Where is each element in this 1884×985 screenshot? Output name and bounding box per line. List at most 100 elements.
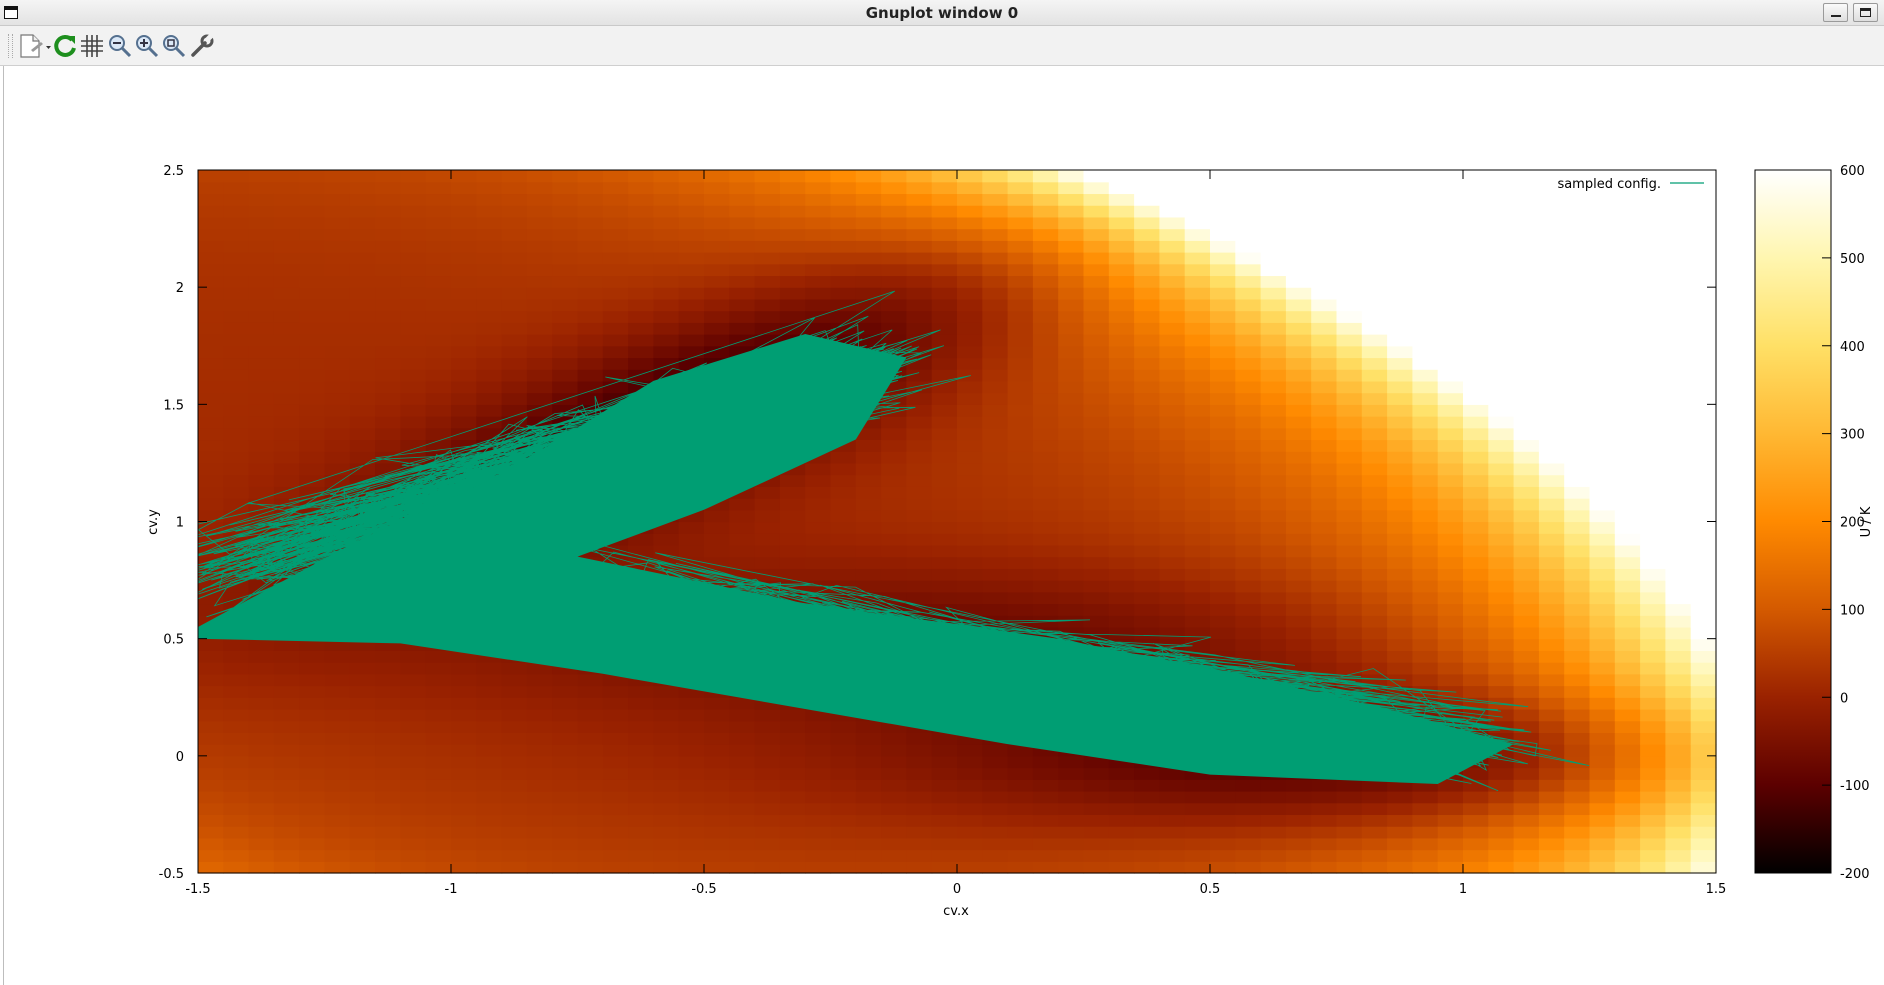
heatmap-cell <box>299 732 326 745</box>
heatmap-cell <box>324 252 351 265</box>
heatmap-cell <box>1513 287 1540 300</box>
heatmap-cell <box>1336 568 1363 581</box>
heatmap-cell <box>1108 345 1135 359</box>
heatmap-cell <box>931 521 958 534</box>
heatmap-cell <box>248 392 275 405</box>
heatmap-cell <box>349 802 376 816</box>
heatmap-cell <box>1412 287 1439 300</box>
heatmap-cell <box>1665 662 1692 675</box>
heatmap-cell <box>1134 216 1160 230</box>
heatmap-cell <box>1108 170 1135 183</box>
heatmap-cell <box>1614 404 1641 417</box>
heatmap-cell <box>1690 650 1717 663</box>
heatmap-cell <box>1614 521 1641 534</box>
heatmap-cell <box>931 849 958 862</box>
heatmap-cell <box>1564 826 1591 839</box>
heatmap-cell <box>931 404 958 417</box>
heatmap-cell <box>1665 345 1692 359</box>
window-menu-icon[interactable] <box>4 6 18 19</box>
heatmap-cell <box>1285 615 1312 628</box>
heatmap-cell <box>400 263 427 277</box>
heatmap-cell <box>729 767 756 780</box>
heatmap-cell <box>1184 252 1211 265</box>
heatmap-cell <box>678 861 705 874</box>
heatmap-cell <box>476 849 503 862</box>
heatmap-cell <box>1311 486 1338 499</box>
heatmap-cell <box>1083 521 1110 534</box>
heatmap-cell <box>1463 357 1489 370</box>
minimize-button[interactable] <box>1823 3 1848 22</box>
heatmap-cell <box>425 814 452 827</box>
heatmap-cell <box>1463 216 1489 230</box>
heatmap-cell <box>1285 369 1312 382</box>
heatmap-cell <box>1058 427 1085 441</box>
heatmap-cell <box>501 392 528 405</box>
heatmap-cell <box>1614 533 1641 546</box>
heatmap-cell <box>1311 779 1338 792</box>
heatmap-cell <box>1311 240 1338 253</box>
grid-button[interactable] <box>78 32 106 60</box>
heatmap-cell <box>577 720 604 733</box>
heatmap-cell <box>1235 240 1262 253</box>
heatmap-cell <box>1134 462 1160 476</box>
heatmap-cell <box>1007 591 1034 605</box>
next-zoom-button[interactable] <box>133 32 161 60</box>
heatmap-cell <box>324 451 351 464</box>
toolbar-grip[interactable] <box>8 34 13 58</box>
heatmap-cell <box>1336 170 1363 183</box>
heatmap-cell <box>1437 509 1464 523</box>
heatmap-cell <box>982 275 1009 288</box>
heatmap-cell <box>1007 240 1034 253</box>
export-button[interactable] <box>17 32 57 60</box>
heatmap-cell <box>1665 744 1692 757</box>
heatmap-cell <box>1488 357 1515 370</box>
heatmap-cell <box>754 498 781 511</box>
replot-button[interactable] <box>52 32 80 60</box>
heatmap-cell <box>526 744 553 757</box>
previous-zoom-button[interactable] <box>106 32 134 60</box>
heatmap-cell <box>1311 837 1338 851</box>
heatmap-cell <box>830 322 857 335</box>
heatmap-cell <box>1564 509 1591 523</box>
heatmap-cell <box>400 720 427 733</box>
heatmap-cell <box>653 287 680 300</box>
settings-button[interactable] <box>188 32 216 60</box>
heatmap-cell <box>1463 369 1489 382</box>
heatmap-cell <box>754 767 781 780</box>
heatmap-cell <box>248 802 275 816</box>
heatmap-cell <box>198 228 224 241</box>
heatmap-cell <box>830 544 857 558</box>
heatmap-cell <box>299 814 326 827</box>
heatmap-cell <box>1412 673 1439 687</box>
heatmap-cell <box>1159 357 1186 370</box>
heatmap-cell <box>198 685 224 698</box>
heatmap-cell <box>1437 392 1464 405</box>
heatmap-cell <box>1361 615 1388 628</box>
heatmap-cell <box>1665 439 1692 452</box>
heatmap-cell <box>1311 580 1338 593</box>
heatmap-cell <box>1083 544 1110 558</box>
heatmap-cell <box>1488 861 1515 874</box>
autoscale-button[interactable] <box>160 32 188 60</box>
heatmap-cell <box>1463 439 1489 452</box>
heatmap-cell <box>1412 451 1439 464</box>
heatmap-cell <box>754 837 781 851</box>
heatmap-cell <box>451 790 477 804</box>
heatmap-cell <box>1311 509 1338 523</box>
heatmap-cell <box>1538 720 1565 733</box>
maximize-button[interactable] <box>1853 3 1878 22</box>
heatmap-cell <box>501 720 528 733</box>
heatmap-cell <box>1614 357 1641 370</box>
heatmap-cell <box>1463 802 1489 816</box>
heatmap-cell <box>1437 498 1464 511</box>
heatmap-cell <box>1285 544 1312 558</box>
heatmap-cell <box>248 380 275 394</box>
heatmap-cell <box>1387 814 1413 827</box>
heatmap-cell <box>906 861 933 874</box>
heatmap-cell <box>526 779 553 792</box>
heatmap-cell <box>1083 509 1110 523</box>
heatmap-cell <box>704 181 730 195</box>
heatmap-cell <box>653 708 680 722</box>
heatmap-cell <box>324 369 351 382</box>
